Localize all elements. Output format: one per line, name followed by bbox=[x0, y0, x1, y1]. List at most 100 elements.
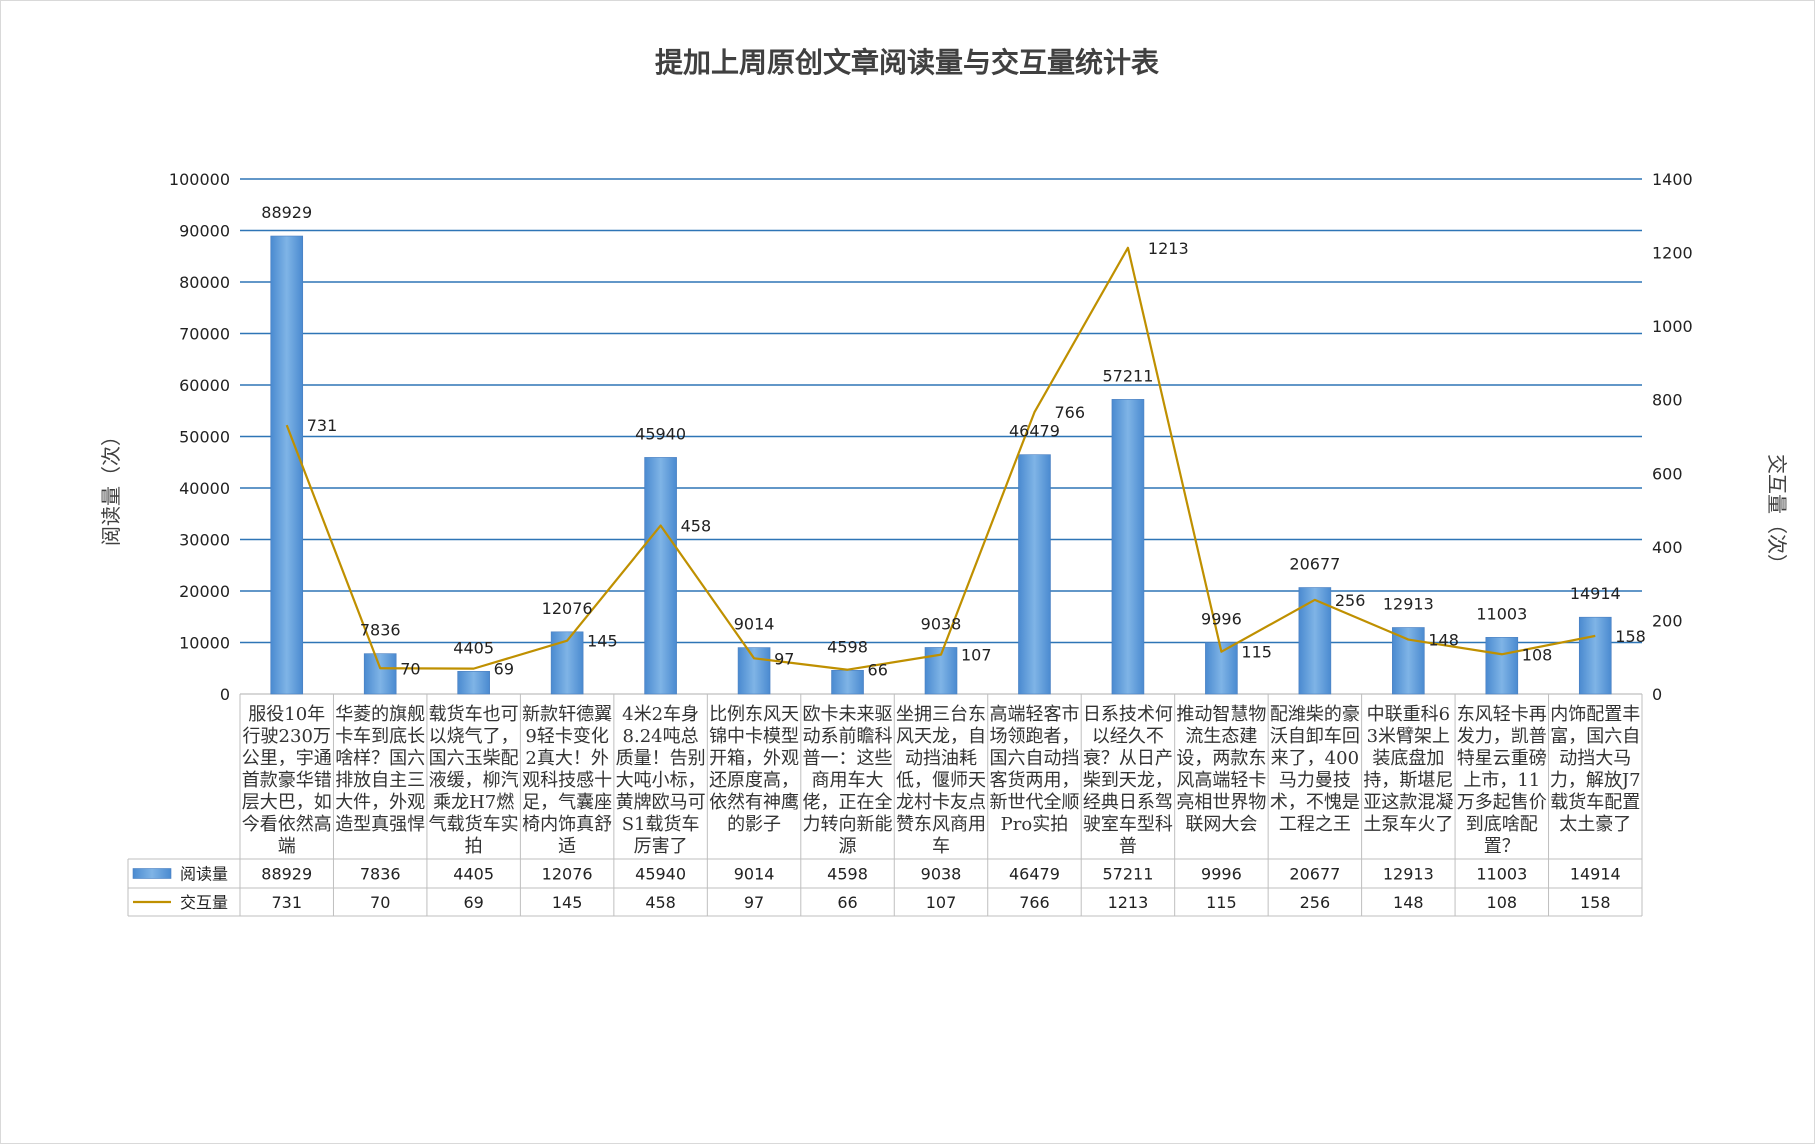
line-data-label: 107 bbox=[961, 646, 992, 665]
line-data-label: 108 bbox=[1522, 645, 1553, 664]
y-left-tick-label: 90000 bbox=[179, 222, 230, 241]
data-table-grid bbox=[127, 694, 1643, 917]
bar-data-label: 9014 bbox=[734, 615, 775, 634]
x-category-label: 内饰配置丰富，国六自动挡大马力，解放J7载货车配置太土豪了 bbox=[1549, 704, 1641, 835]
x-category-label: 载货车也可以烧气了，国六玉柴配液缓，柳汽乘龙H7燃气载货车实拍 bbox=[428, 704, 519, 855]
table-cell-interactions: 108 bbox=[1487, 893, 1518, 912]
table-cell-interactions: 256 bbox=[1300, 893, 1331, 912]
line-data-label: 66 bbox=[868, 661, 888, 680]
bar-data-label: 7836 bbox=[360, 621, 401, 640]
y-left-tick-label: 40000 bbox=[179, 479, 230, 498]
x-category-label: 比例东风天锦中卡模型开箱，外观还原度高，依然有神鹰的影子 bbox=[709, 704, 800, 835]
bar bbox=[1392, 627, 1425, 695]
y-right-tick-label: 800 bbox=[1652, 391, 1683, 410]
bar-data-label: 45940 bbox=[635, 424, 686, 443]
bar-data-label: 57211 bbox=[1102, 366, 1153, 385]
bar-data-label: 9996 bbox=[1201, 610, 1242, 629]
line-data-label: 148 bbox=[1428, 631, 1459, 650]
bar-data-labels: 88929 7836 4405 12076 45940 9014 4598 9038 46479… bbox=[261, 203, 1620, 657]
line-data-label: 731 bbox=[307, 416, 338, 435]
bar-data-label: 14914 bbox=[1570, 584, 1621, 603]
y-right-tick-label: 0 bbox=[1652, 685, 1662, 704]
y-left-tick-label: 100000 bbox=[169, 170, 230, 189]
table-cell-interactions: 66 bbox=[837, 893, 857, 912]
y-right-tick-label: 600 bbox=[1652, 464, 1683, 483]
table-cell-reads: 4405 bbox=[453, 865, 494, 884]
table-cell-reads: 12913 bbox=[1383, 865, 1434, 884]
line-data-label: 158 bbox=[1615, 627, 1646, 646]
y-right-tick-label: 1200 bbox=[1652, 244, 1693, 263]
legend-label-reads: 阅读量 bbox=[180, 865, 228, 884]
bar bbox=[831, 670, 864, 695]
x-category-label: 新款轩德翼9轻卡变化2真大！外观科技感十足，气囊座椅内饰真舒适 bbox=[522, 704, 613, 855]
table-cell-interactions: 731 bbox=[271, 893, 302, 912]
y-left-tick-label: 20000 bbox=[179, 582, 230, 601]
bar-data-label: 20677 bbox=[1289, 555, 1340, 574]
table-cell-reads: 45940 bbox=[635, 865, 686, 884]
y-right-tick-label: 200 bbox=[1652, 611, 1683, 630]
bar bbox=[1578, 616, 1612, 695]
line-data-label: 145 bbox=[587, 632, 618, 651]
table-cell-reads: 7836 bbox=[360, 865, 401, 884]
table-cell-interactions: 115 bbox=[1206, 893, 1237, 912]
table-cell-reads: 9996 bbox=[1201, 865, 1242, 884]
y-right-tick-label: 1400 bbox=[1652, 170, 1693, 189]
line-data-labels: 731 70 69 145 458 97 66 107 766 1213 115 256 148 108 1… bbox=[307, 239, 1646, 680]
table-cell-reads: 57211 bbox=[1102, 865, 1153, 884]
y-axis-left-ticks: 0 10000 20000 30000 40000 50000 60000 70000 8000… bbox=[169, 170, 230, 704]
line-series bbox=[285, 246, 1596, 671]
table-cell-reads: 14914 bbox=[1570, 865, 1621, 884]
bar bbox=[1111, 399, 1145, 695]
line-data-label: 458 bbox=[681, 517, 712, 536]
bar bbox=[737, 647, 771, 695]
bar-data-label: 46479 bbox=[1009, 422, 1060, 441]
y-left-tick-label: 10000 bbox=[179, 634, 230, 653]
x-category-label: 华菱的旗舰卡车到底长啥样？国六排放自主三大件，外观造型真强悍 bbox=[335, 704, 426, 835]
bar bbox=[363, 653, 397, 695]
bar-data-label: 9038 bbox=[921, 614, 962, 633]
chart-title: 提加上周原创文章阅读量与交互量统计表 bbox=[655, 46, 1159, 79]
table-cell-interactions: 145 bbox=[552, 893, 583, 912]
table-cell-reads: 11003 bbox=[1476, 865, 1527, 884]
x-category-label: 坐拥三台东风天龙，自动挡油耗低，偃师天龙村卡友点赞东风商用车 bbox=[895, 704, 986, 855]
line-data-label: 1213 bbox=[1148, 239, 1189, 258]
bar bbox=[550, 631, 584, 695]
table-cell-reads: 9014 bbox=[734, 865, 775, 884]
y-left-tick-label: 0 bbox=[220, 685, 230, 704]
bar bbox=[1018, 454, 1051, 695]
y-left-tick-label: 60000 bbox=[179, 376, 230, 395]
bar bbox=[1485, 637, 1519, 695]
line-data-label: 256 bbox=[1335, 591, 1366, 610]
x-category-label: 配潍柴的豪沃自卸车回来了，400马力曼技术，不愧是工程之王 bbox=[1269, 704, 1360, 835]
x-category-label: 服役10年行驶230万公里，宇通首款豪华错层大巴，如今看依然高端 bbox=[241, 704, 332, 855]
y-left-tick-label: 70000 bbox=[179, 325, 230, 344]
y-right-tick-label: 1000 bbox=[1652, 317, 1693, 336]
table-cell-reads: 46479 bbox=[1009, 865, 1060, 884]
y-left-tick-label: 80000 bbox=[179, 273, 230, 292]
bar bbox=[457, 671, 490, 695]
table-cell-interactions: 107 bbox=[926, 893, 957, 912]
bar-data-label: 4598 bbox=[827, 637, 868, 656]
y-left-tick-label: 50000 bbox=[179, 428, 230, 447]
y-left-tick-label: 30000 bbox=[179, 531, 230, 550]
line-data-label: 70 bbox=[400, 659, 420, 678]
table-cell-reads: 88929 bbox=[261, 865, 312, 884]
bar-data-label: 12076 bbox=[542, 599, 593, 618]
bar-data-label: 4405 bbox=[453, 638, 494, 657]
bar bbox=[270, 235, 304, 695]
line-data-label: 766 bbox=[1054, 403, 1085, 422]
x-category-label: 中联重科63米臂架上装底盘加持，斯堪尼亚这款混凝土泵车火了 bbox=[1363, 704, 1454, 835]
x-category-label: 4米2车身8.24吨总质量！告别大吨小标，黄牌欧马可S1载货车厉害了 bbox=[615, 704, 706, 855]
table-cell-reads: 9038 bbox=[921, 865, 962, 884]
category-labels: 服役10年行驶230万公里，宇通首款豪华错层大巴，如今看依然高端 华菱的旗舰卡车到… bbox=[240, 704, 1642, 855]
x-category-label: 日系技术何以经久不衰？从日产柴到天龙，经典日系驾驶室车型科普 bbox=[1082, 704, 1173, 855]
table-cell-interactions: 1213 bbox=[1108, 893, 1149, 912]
table-cell-reads: 12076 bbox=[542, 865, 593, 884]
table-cell-interactions: 158 bbox=[1580, 893, 1611, 912]
bar-data-label: 12913 bbox=[1383, 594, 1434, 613]
table-cell-reads: 4598 bbox=[827, 865, 868, 884]
y-axis-right-ticks: 0 200 400 600 800 1000 1200 1400 bbox=[1652, 170, 1693, 704]
table-cell-reads: 20677 bbox=[1289, 865, 1340, 884]
